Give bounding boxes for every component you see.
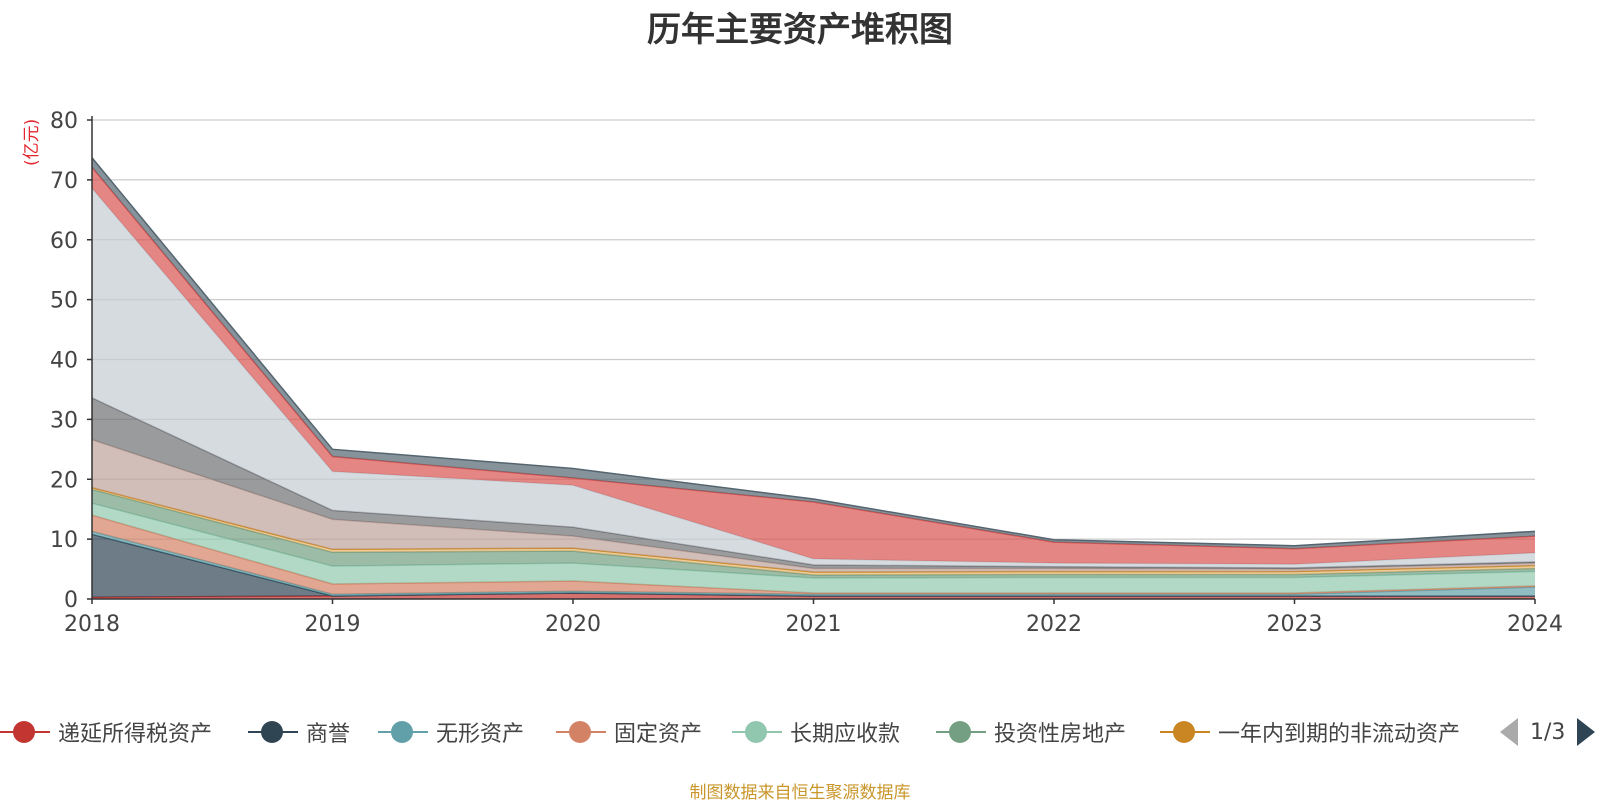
legend-marker-icon — [378, 720, 428, 744]
chart-title: 历年主要资产堆积图 — [647, 10, 953, 50]
legend-marker-icon — [1160, 720, 1210, 744]
legend-item[interactable]: 投资性房地产 — [936, 712, 1126, 752]
legend-marker-icon — [732, 720, 782, 744]
legend-item[interactable]: 长期应收款 — [732, 712, 900, 752]
legend-label: 递延所得税资产 — [58, 722, 213, 747]
legend-marker-icon — [556, 720, 606, 744]
area-series-8 — [92, 397, 1535, 570]
y-tick-labels: 0 10 20 30 40 50 60 70 80 — [50, 109, 78, 613]
legend-label: 固定资产 — [614, 722, 703, 747]
y-tick-label: 0 — [64, 588, 78, 613]
x-tick-label: 2024 — [1507, 612, 1563, 637]
legend-item[interactable]: 固定资产 — [556, 712, 702, 752]
y-tick-label: 60 — [50, 229, 78, 254]
area-series-7 — [92, 439, 1535, 573]
legend-label: 长期应收款 — [790, 722, 901, 747]
x-tick-label: 2021 — [786, 612, 842, 637]
y-tick-label: 80 — [50, 109, 78, 134]
y-axis-unit-label: (亿元) — [22, 118, 42, 166]
x-tick-label: 2020 — [545, 612, 601, 637]
legend-label: 一年内到期的非流动资产 — [1218, 722, 1461, 747]
y-tick-label: 20 — [50, 468, 78, 493]
legend-pager: 1/3 — [1500, 712, 1596, 752]
y-tick-label: 70 — [50, 169, 78, 194]
area-series-1 — [92, 534, 1535, 598]
legend-item[interactable]: 一年内到期的非流动资产 — [1160, 712, 1460, 752]
data-source-note: 制图数据来自恒生聚源数据库 — [689, 783, 911, 803]
legend-item[interactable]: 无形资产 — [378, 712, 524, 752]
y-tick-label: 40 — [50, 349, 78, 374]
area-series — [91, 157, 1536, 599]
legend-label: 无形资产 — [436, 722, 525, 747]
legend: 递延所得税资产 商誉 无形资产 固定资产 长期应收款 投资性房地产 一年内到期的非流动资产 — [0, 712, 1600, 752]
x-tick-labels: 2018 2019 2020 2021 2022 2023 2024 — [64, 612, 1563, 637]
area-series-4 — [92, 503, 1535, 594]
legend-marker-icon — [0, 720, 50, 744]
legend-marker-icon — [936, 720, 986, 744]
legend-label: 投资性房地产 — [994, 722, 1127, 747]
legend-label: 商誉 — [306, 722, 351, 747]
next-page-icon[interactable] — [1577, 718, 1596, 746]
legend-item[interactable]: 商誉 — [248, 712, 350, 752]
y-tick-label: 10 — [50, 528, 78, 553]
pager-text: 1/3 — [1530, 719, 1566, 745]
area-series-5 — [92, 489, 1535, 579]
x-tick-label: 2022 — [1026, 612, 1082, 637]
axes — [87, 116, 1536, 604]
y-tick-label: 30 — [50, 408, 78, 433]
x-tick-label: 2019 — [305, 612, 361, 637]
x-tick-label: 2018 — [64, 612, 120, 637]
y-tick-label: 50 — [50, 289, 78, 314]
prev-page-icon[interactable] — [1500, 718, 1518, 746]
legend-marker-icon — [248, 720, 298, 744]
area-line-11 — [91, 157, 1536, 547]
x-tick-label: 2023 — [1267, 612, 1323, 637]
legend-item[interactable]: 递延所得税资产 — [0, 712, 212, 752]
